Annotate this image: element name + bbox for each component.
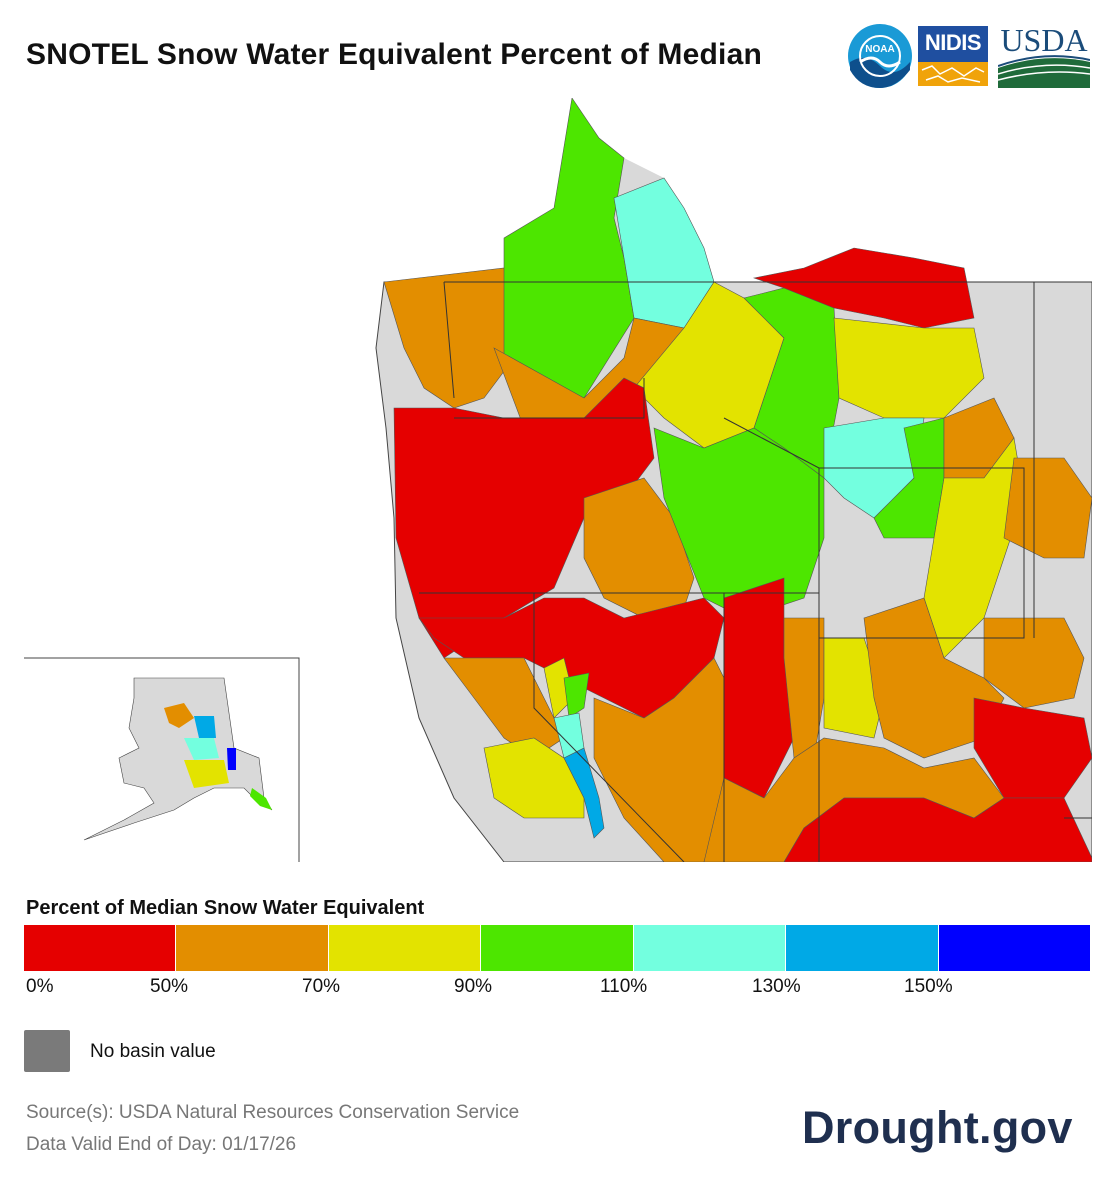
legend-swatch-50-70 (176, 925, 329, 971)
legend-tick-130: 130% (752, 976, 801, 997)
basin-south-platte (983, 617, 1085, 709)
map-title: SNOTEL Snow Water Equivalent Percent of … (26, 38, 762, 71)
ak-basin-navy (227, 748, 236, 770)
legend-tick-0: 0% (26, 976, 54, 997)
basin-snake-river (653, 427, 825, 619)
data-valid-line: Data Valid End of Day: 01/17/26 (26, 1134, 297, 1155)
legend-swatch-150-plus (938, 925, 1090, 971)
legend-tick-110: 110% (600, 976, 648, 997)
svg-text:NOAA: NOAA (865, 44, 894, 55)
basin-black-hills (1003, 457, 1092, 559)
basin-carson (563, 672, 590, 719)
legend-tick-150: 150% (904, 976, 953, 997)
legend-swatch-90-110 (481, 925, 634, 971)
legend-tick-90: 90% (454, 976, 493, 997)
basin-north-platte (923, 437, 1025, 659)
legend-swatch-0-50 (24, 925, 177, 971)
ak-basin-green (250, 788, 272, 810)
noaa-logo: NOAA (848, 24, 912, 88)
no-data-swatch (24, 1030, 70, 1072)
no-data-label: No basin value (90, 1041, 216, 1062)
basin-central-california (483, 737, 585, 819)
basin-central-montana (833, 317, 985, 419)
nidis-logo: NIDIS (918, 26, 988, 86)
legend-swatch-130-150 (786, 925, 939, 971)
basin-owens (563, 747, 605, 839)
ak-basin-blue (194, 716, 216, 738)
ak-basin-orange (164, 703, 194, 728)
legend-swatch-70-90 (328, 925, 482, 971)
legend-color-bar (24, 925, 1090, 971)
legend-tick-70: 70% (302, 976, 341, 997)
basin-arkansas (973, 697, 1092, 799)
drought-gov-brand: Drought.gov (802, 1102, 1073, 1153)
legend-title: Percent of Median Snow Water Equivalent (26, 897, 425, 919)
source-line: Source(s): USDA Natural Resources Conser… (26, 1102, 520, 1123)
ak-basin-cyan (184, 738, 219, 760)
legend-swatch-110-130 (633, 925, 787, 971)
source-text: Source(s): USDA Natural Resources Conser… (26, 1097, 519, 1161)
partner-logos: NOAA NIDIS USDA (842, 20, 1092, 92)
legend-tick-50: 50% (150, 976, 189, 997)
basin-montana-north (752, 247, 975, 329)
state-boundaries (419, 281, 1092, 862)
alaska-land (83, 677, 273, 841)
alaska-inset (24, 657, 300, 862)
snow-water-equivalent-map (24, 98, 1092, 862)
basin-rio-grande (783, 797, 1092, 862)
usda-logo: USDA (998, 22, 1090, 88)
ak-basin-yellow (184, 760, 229, 788)
